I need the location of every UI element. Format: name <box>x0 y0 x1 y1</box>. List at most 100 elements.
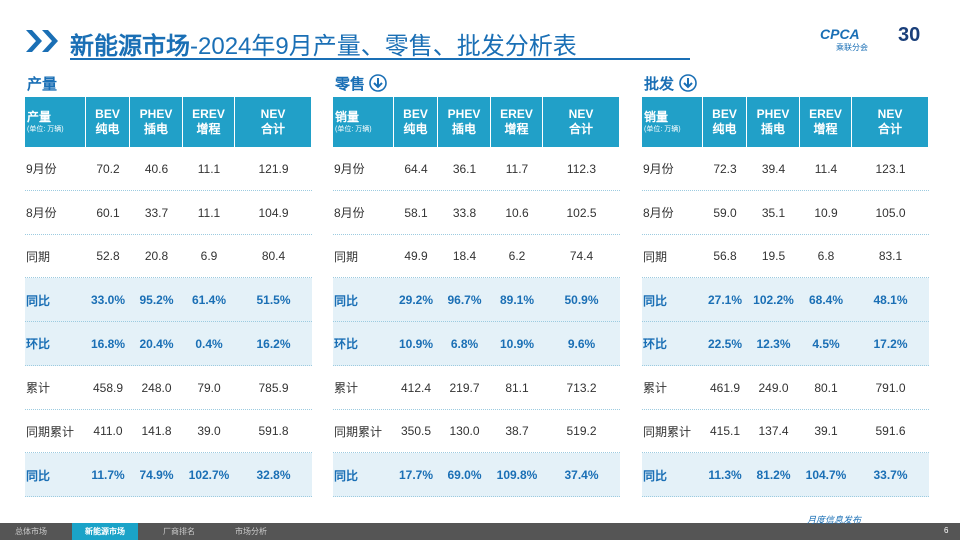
table-cell: 29.2% <box>398 293 434 308</box>
table-cell: 20.4% <box>139 336 174 351</box>
title: 新能源市场-2024年9月产量、零售、批发分析表 <box>70 26 577 61</box>
column-header: NEV 合计 <box>852 97 929 147</box>
column-zh: 增程 <box>813 122 838 136</box>
table-cell: 104.9 <box>258 205 289 220</box>
table-cell: 10.6 <box>505 205 529 220</box>
row-background <box>25 190 312 235</box>
row-background <box>25 453 312 497</box>
row-label: 环比 <box>26 337 51 352</box>
nav-tab[interactable]: 市场分析 <box>235 527 267 536</box>
table-cell: 6.8% <box>450 336 479 351</box>
table-cell: 10.9% <box>499 336 535 351</box>
table-cell: 16.8% <box>90 336 126 351</box>
column-zh: 合计 <box>877 122 902 136</box>
table-cell: 95.2% <box>139 293 174 308</box>
row-label: 同期 <box>26 249 51 264</box>
table-cell: 713.2 <box>566 380 597 395</box>
row-label: 9月份 <box>334 162 365 177</box>
section-title: 零售 <box>335 76 366 93</box>
down-icon <box>679 74 697 92</box>
table-cell: 49.9 <box>404 249 428 264</box>
column-zh: 增程 <box>196 122 221 136</box>
column-en: NEV <box>260 107 286 121</box>
down-icon <box>369 74 387 92</box>
corner-header: 销量 (单位: 万辆) <box>333 97 394 147</box>
table-cell: 39.4 <box>761 161 786 176</box>
column-en: BEV <box>712 107 737 121</box>
column-en: EREV <box>500 107 533 121</box>
column-zh: 纯电 <box>95 122 120 136</box>
row-label: 同比 <box>26 468 51 483</box>
table-cell: 16.2% <box>256 336 291 351</box>
row-label: 同比 <box>26 293 51 308</box>
table-cell: 4.5% <box>812 336 840 351</box>
table-cell: 411.0 <box>93 424 123 439</box>
row-background <box>25 147 312 191</box>
table-cell: 112.3 <box>566 161 597 176</box>
table-cell: 48.1% <box>873 293 908 308</box>
table-cell: 249.0 <box>758 380 789 395</box>
row-background <box>642 409 929 454</box>
corner-unit: (单位: 万辆) <box>27 126 64 133</box>
row-background <box>333 365 620 410</box>
table-cell: 20.8 <box>144 249 169 264</box>
column-en: NEV <box>568 107 594 121</box>
title-rest: -2024年9月产量、零售、批发分析表 <box>190 33 577 60</box>
row-label: 同期 <box>643 249 668 264</box>
column-header: PHEV 插电 <box>438 97 491 147</box>
row-label: 同比 <box>334 293 359 308</box>
column-header: PHEV 插电 <box>130 97 183 147</box>
logo-brand: CPCA <box>820 26 860 42</box>
column-zh: 合计 <box>260 122 285 136</box>
table-cell: 591.8 <box>258 424 289 439</box>
column-zh: 插电 <box>451 122 476 136</box>
table-cell: 519.2 <box>566 424 597 439</box>
chevron-icon <box>26 30 58 52</box>
nav-tab[interactable]: 厂商排名 <box>163 527 195 536</box>
table-cell: 10.9% <box>398 336 434 351</box>
table-cell: 219.7 <box>449 380 480 395</box>
table-cell: 32.8% <box>256 468 291 483</box>
table-cell: 68.4% <box>808 293 844 308</box>
table-cell: 33.0% <box>90 293 126 308</box>
table-cell: 104.7% <box>805 468 847 483</box>
column-zh: 纯电 <box>403 122 428 136</box>
table-cell: 60.1 <box>96 205 120 220</box>
table-cell: 51.5% <box>256 293 291 308</box>
table-cell: 461.9 <box>709 380 741 395</box>
row-background <box>642 234 929 279</box>
table-cell: 40.6 <box>144 161 169 176</box>
column-header: BEV 纯电 <box>394 97 438 147</box>
row-background <box>333 453 620 497</box>
nav-tab[interactable]: 新能源市场 <box>72 523 138 540</box>
table-cell: 96.7% <box>447 293 482 308</box>
column-zh: 插电 <box>760 122 785 136</box>
table-cell: 109.8% <box>496 468 538 483</box>
title-main: 新能源市场 <box>70 33 190 60</box>
row-label: 8月份 <box>334 206 365 221</box>
table-cell: 36.1 <box>452 161 477 176</box>
nav-tab[interactable]: 总体市场 <box>15 527 47 536</box>
release-label: 月度信息发布 <box>807 515 862 525</box>
row-label: 同期累计 <box>26 424 75 439</box>
column-header: BEV 纯电 <box>703 97 747 147</box>
table-cell: 10.9 <box>814 205 838 220</box>
column-en: BEV <box>95 107 120 121</box>
section-title: 产量 <box>27 76 58 93</box>
table-cell: 412.4 <box>400 380 432 395</box>
row-label: 同期累计 <box>643 424 692 439</box>
table-cell: 11.1 <box>197 161 221 176</box>
row-background <box>333 322 620 366</box>
table-cell: 11.7% <box>91 468 125 483</box>
row-label: 累计 <box>26 381 51 396</box>
table-cell: 74.9% <box>139 468 174 483</box>
row-background <box>642 322 929 366</box>
row-label: 9月份 <box>26 162 57 177</box>
table-cell: 105.0 <box>875 205 906 220</box>
column-en: BEV <box>403 107 428 121</box>
table-cell: 11.7 <box>505 161 529 176</box>
table-cell: 123.1 <box>875 161 906 176</box>
page-number: 6 <box>944 526 949 535</box>
column-en: PHEV <box>139 107 173 121</box>
column-header: PHEV 插电 <box>747 97 800 147</box>
